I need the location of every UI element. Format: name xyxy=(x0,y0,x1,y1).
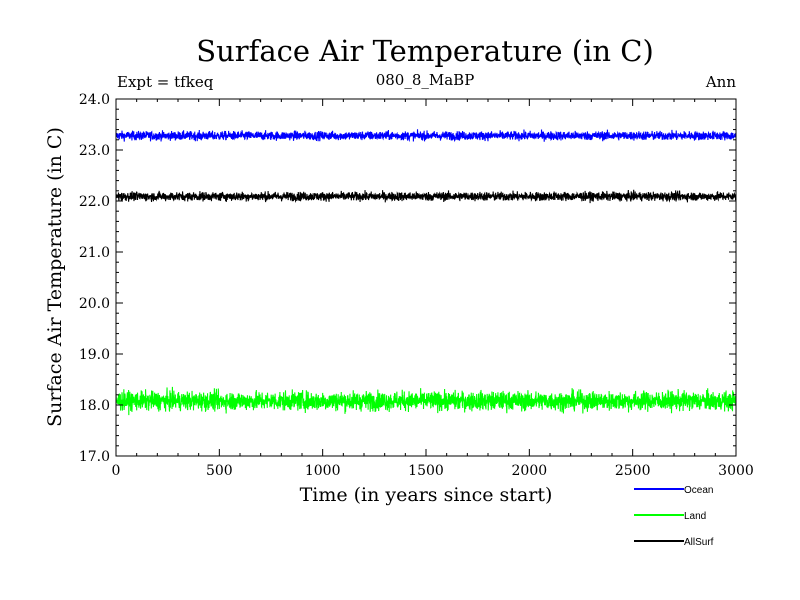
x-tick-label: 2000 xyxy=(512,463,548,479)
axis-layer: 17.0 18.0 19.0 20.0 21.0 22.0 23.0 24.0 0 500 1000… xyxy=(79,92,754,479)
legend: Ocean Land AllSurf xyxy=(634,485,714,548)
series-layer xyxy=(115,129,737,416)
y-tick-label: 19.0 xyxy=(79,347,110,363)
y-tick-label: 23.0 xyxy=(79,143,110,159)
y-tick-label: 18.0 xyxy=(79,398,110,414)
series-line-ocean xyxy=(115,129,737,143)
x-axis-label: Time (in years since start) xyxy=(300,484,553,506)
y-tick-label: 24.0 xyxy=(79,92,110,108)
y-tick-label: 20.0 xyxy=(79,296,110,312)
y-tick-label: 17.0 xyxy=(79,449,110,465)
y-axis-label: Surface Air Temperature (in C) xyxy=(44,127,66,427)
season-label: Ann xyxy=(705,73,736,91)
x-tick-label: 2500 xyxy=(615,463,651,479)
x-tick-label: 500 xyxy=(206,463,233,479)
experiment-label: Expt = tfkeq xyxy=(117,73,214,91)
y-tick-label: 22.0 xyxy=(79,194,110,210)
y-tick-label: 21.0 xyxy=(79,245,110,261)
x-tick-label: 1500 xyxy=(408,463,444,479)
x-tick-label: 0 xyxy=(112,463,121,479)
chart-title: Surface Air Temperature (in C) xyxy=(196,34,654,68)
legend-label-land: Land xyxy=(684,511,706,522)
x-tick-label: 3000 xyxy=(718,463,754,479)
legend-label-allsurf: AllSurf xyxy=(684,537,714,548)
series-line-land xyxy=(115,386,737,416)
legend-label-ocean: Ocean xyxy=(684,485,713,496)
series-line-allsurf xyxy=(115,189,737,204)
x-tick-label: 1000 xyxy=(305,463,341,479)
chart-subtitle: 080_8_MaBP xyxy=(376,71,475,89)
